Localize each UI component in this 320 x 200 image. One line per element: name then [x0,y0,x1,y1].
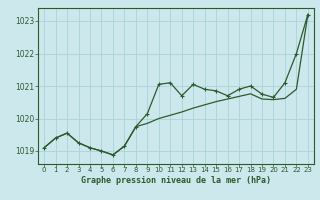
X-axis label: Graphe pression niveau de la mer (hPa): Graphe pression niveau de la mer (hPa) [81,176,271,185]
